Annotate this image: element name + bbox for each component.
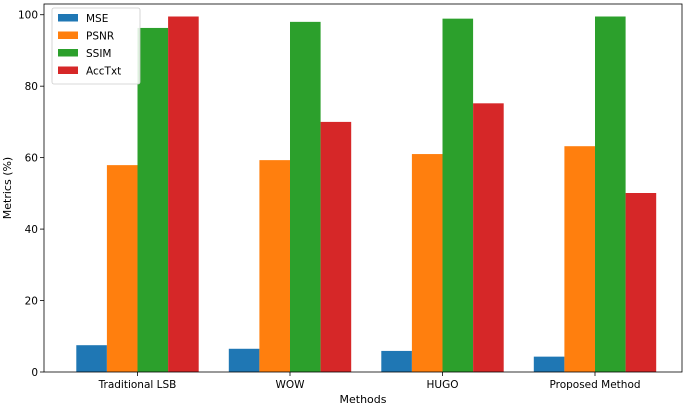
x-axis-label: Methods bbox=[340, 393, 387, 406]
bar-ssim-2 bbox=[290, 21, 321, 373]
bar-ssim-1 bbox=[137, 27, 169, 372]
legend-swatch-psnr bbox=[58, 31, 78, 39]
bar-mse-3 bbox=[381, 350, 412, 372]
bar-ssim-3 bbox=[442, 18, 474, 373]
bar-ssim-4 bbox=[595, 16, 626, 372]
bar-mse-2 bbox=[228, 348, 260, 372]
bar-acctxt-2 bbox=[320, 121, 352, 373]
legend-label-ssim: SSIM bbox=[86, 48, 112, 60]
x-tick-label: Traditional LSB bbox=[98, 379, 177, 391]
legend-swatch-mse bbox=[58, 14, 78, 22]
bar-acctxt-4 bbox=[625, 193, 657, 372]
legend-swatch-ssim bbox=[58, 49, 78, 57]
y-axis-label: Metrics (%) bbox=[1, 157, 14, 219]
x-axis: Traditional LSB WOW HUGO Proposed Method bbox=[98, 372, 641, 391]
legend: MSE PSNR SSIM AccTxt bbox=[51, 7, 141, 85]
bar-acctxt-3 bbox=[473, 103, 504, 372]
legend-label-mse: MSE bbox=[86, 13, 108, 25]
bar-acctxt-1 bbox=[168, 16, 199, 372]
y-axis: 0 20 40 60 80 100 bbox=[18, 10, 44, 379]
bar-mse-1 bbox=[76, 345, 107, 372]
bar-psnr-4 bbox=[564, 146, 595, 372]
y-tick-label: 100 bbox=[18, 10, 38, 22]
bar-psnr-2 bbox=[259, 160, 290, 372]
legend-swatch-acctxt bbox=[58, 66, 78, 74]
bar-mse-4 bbox=[533, 356, 565, 372]
y-tick-label: 40 bbox=[25, 224, 38, 236]
legend-label-acctxt: AccTxt bbox=[86, 66, 121, 78]
bars-group bbox=[76, 16, 657, 373]
legend-label-psnr: PSNR bbox=[86, 31, 114, 43]
y-tick-label: 20 bbox=[25, 296, 38, 308]
y-tick-label: 60 bbox=[25, 153, 38, 165]
bar-psnr-3 bbox=[411, 154, 443, 372]
x-tick-label: HUGO bbox=[427, 379, 459, 391]
x-tick-label: Proposed Method bbox=[549, 379, 640, 391]
plot-frame bbox=[43, 3, 683, 373]
x-tick-label: WOW bbox=[275, 379, 305, 391]
y-tick-label: 0 bbox=[31, 367, 38, 379]
y-tick-label: 80 bbox=[25, 81, 38, 93]
bar-psnr-1 bbox=[106, 165, 138, 372]
legend-box bbox=[51, 7, 141, 85]
